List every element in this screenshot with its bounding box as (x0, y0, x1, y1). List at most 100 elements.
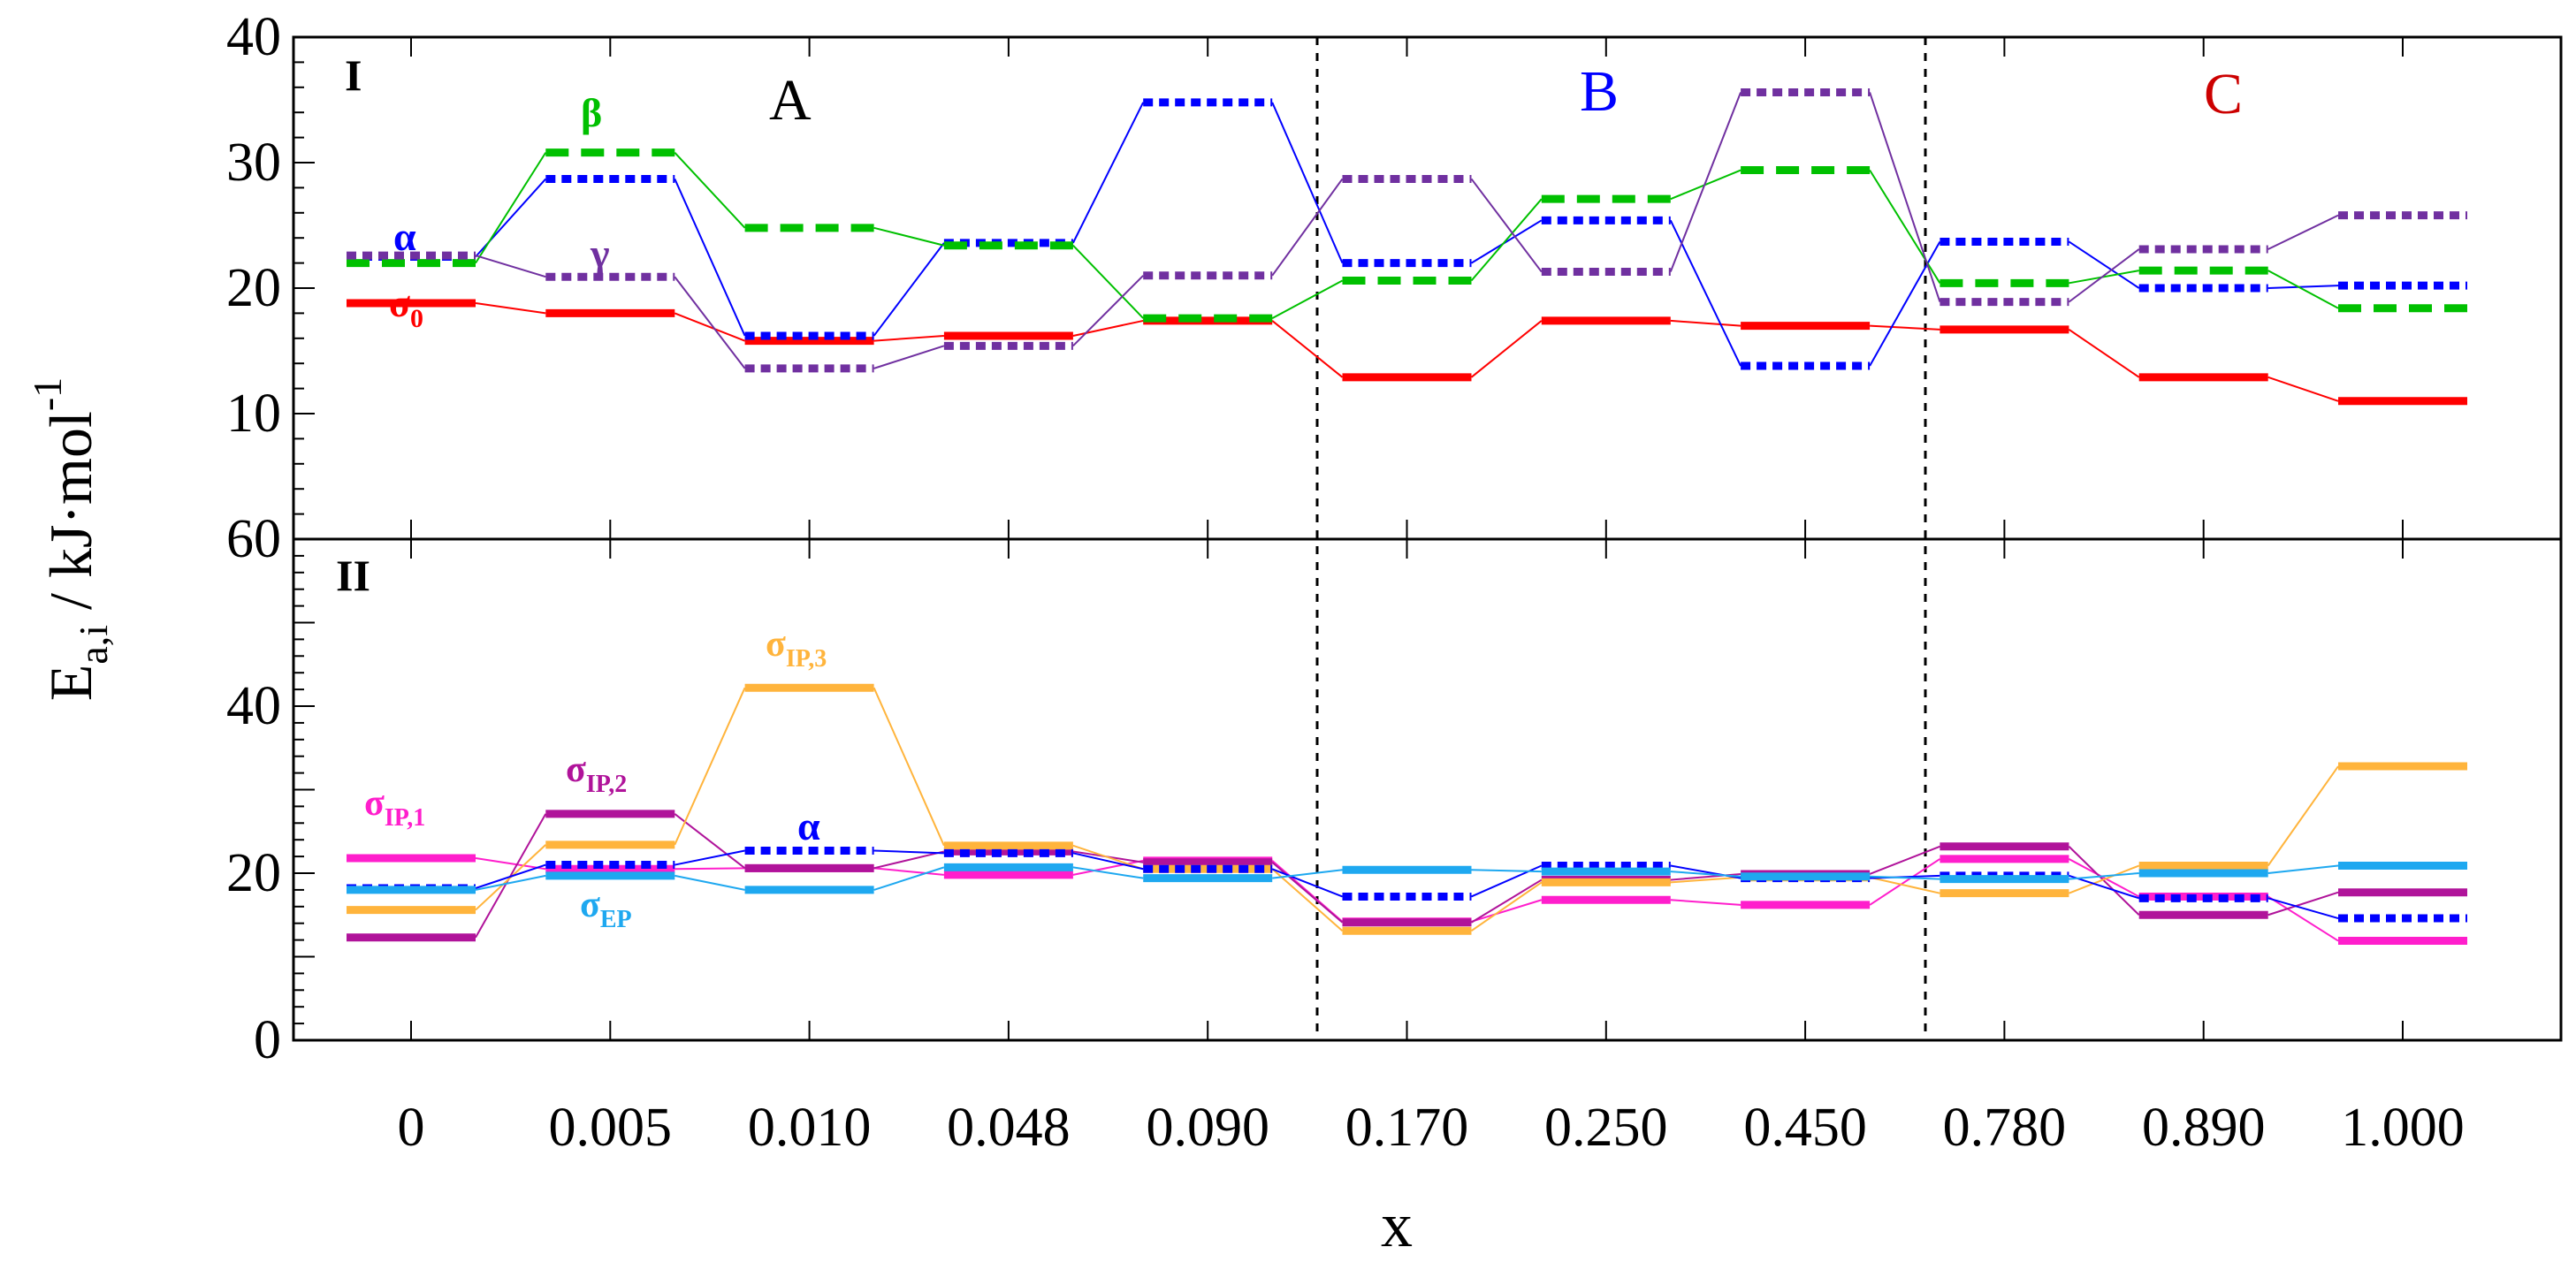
series-connector (2267, 864, 2339, 874)
region-label-b: B (1580, 59, 1619, 124)
series-connector (1471, 899, 1543, 923)
series-connector (2068, 329, 2140, 378)
series-label-sigma-ip3-base: σ (766, 624, 786, 665)
panel-1-tag: I (345, 50, 362, 100)
series-connector (2267, 285, 2339, 289)
series-connector (1870, 324, 1940, 331)
x-tick-label: 0 (398, 1098, 425, 1158)
series-connector (1869, 845, 1940, 875)
series--0-2 (347, 148, 2467, 323)
x-axis-ticks: 0 0.005 0.010 0.048 0.090 0.170 0.250 0.450 0.78… (398, 37, 2465, 1158)
series-connector (1272, 869, 1343, 879)
series-connector (1670, 899, 1741, 906)
series-label-alpha-1: α (393, 214, 416, 259)
series-connector (2068, 858, 2140, 898)
series-connector (1072, 102, 1145, 244)
series-connector (1271, 861, 1344, 924)
series-connector (2267, 891, 2339, 916)
x-tick-label: 0.010 (748, 1098, 872, 1158)
series-connector (1072, 852, 1144, 871)
series-connector (2267, 376, 2339, 402)
series-connector (674, 276, 746, 369)
series-connector (1670, 871, 1741, 878)
series-label-sigma-ep-sub: EP (600, 906, 632, 933)
series-connector (674, 874, 745, 891)
series-connector (475, 302, 546, 315)
series-connector (1470, 219, 1543, 264)
series-connector (1470, 178, 1543, 273)
series-connector (1271, 102, 1344, 263)
series-connector (1470, 878, 1543, 924)
series-connector (1669, 92, 1742, 272)
y-axis-title: Ea,i / kJ·mol-1 (25, 377, 116, 701)
region-label-a: A (769, 68, 812, 133)
series-connector (1670, 319, 1741, 327)
series-connector (1271, 868, 1344, 932)
y-axis-title-exponent: -1 (25, 377, 70, 411)
y-tick-label: 40 (226, 676, 281, 736)
series-connector (2267, 270, 2339, 309)
series-connector (1072, 844, 1144, 871)
series-connector (873, 687, 945, 847)
series-label-sigma-ip1: σIP,1 (364, 783, 425, 832)
series-connector (1669, 219, 1742, 367)
series-label-sigma-ip1-base: σ (364, 783, 385, 824)
series-connector (1670, 169, 1741, 201)
series-connector (1271, 178, 1344, 277)
y-axis-title-unit: / kJ·mol (37, 411, 104, 625)
series-connector (873, 345, 945, 369)
series-connector (1470, 881, 1543, 932)
series-label-sigma0: σ0 (389, 282, 423, 333)
x-tick-label: 0.005 (549, 1098, 673, 1158)
series-label-sigma-ip3: σIP,3 (766, 624, 827, 673)
x-tick-label: 0.780 (1943, 1098, 2067, 1158)
region-label-c: C (2204, 62, 2243, 126)
series-connector (2069, 874, 2140, 900)
panel-2-series (347, 683, 2467, 946)
y-tick-label: 0 (254, 1010, 281, 1070)
x-tick-label: 0.090 (1146, 1098, 1269, 1158)
x-tick-label: 1.000 (2341, 1098, 2465, 1158)
series-connector (1869, 876, 1940, 894)
y-tick-label: 20 (226, 843, 281, 903)
x-tick-label: 0.890 (2142, 1098, 2266, 1158)
panel-1-y-ticks: 10 20 30 40 (226, 7, 315, 540)
series-connector (873, 226, 945, 247)
y-tick-label: 60 (226, 509, 281, 569)
series-connector (674, 687, 746, 846)
panel-1-series (347, 87, 2467, 406)
series-connector (475, 874, 546, 891)
series-connector (2068, 846, 2140, 916)
series-label-sigma-ip2-sub: IP,2 (586, 771, 627, 798)
series-label-sigma-ep-base: σ (580, 885, 600, 925)
series-connector (1869, 92, 1941, 302)
series-connector (1470, 320, 1543, 378)
series--0-1 (347, 98, 2467, 370)
y-axis-title-subscript: a,i (71, 625, 116, 665)
panel-2-tag: II (336, 551, 370, 600)
series-connector (2069, 872, 2139, 880)
series-label-sigma-ep: σEP (580, 885, 632, 933)
series-connector (2267, 897, 2339, 919)
series-connector (475, 863, 546, 889)
series-connector (674, 867, 745, 871)
x-axis-title: x (1381, 1190, 1413, 1260)
series-label-alpha-2: α (797, 803, 820, 848)
y-tick-label: 20 (226, 258, 281, 318)
series-connector (2069, 864, 2140, 894)
series-connector (1072, 866, 1144, 879)
series-connector (1271, 868, 1343, 898)
series--0-3 (347, 87, 2467, 373)
series-label-sigma0-base: σ (389, 282, 410, 325)
series-connector (873, 242, 945, 337)
y-tick-label: 30 (226, 133, 281, 193)
series-connector (873, 850, 945, 870)
series-connector (1870, 875, 1940, 880)
series-connector (475, 255, 546, 278)
x-tick-label: 0.250 (1544, 1098, 1668, 1158)
series-EP-1-4 (347, 861, 2467, 894)
series-connector (1471, 869, 1542, 873)
y-axis-title-base: E (37, 665, 104, 702)
series-connector (1072, 859, 1144, 876)
